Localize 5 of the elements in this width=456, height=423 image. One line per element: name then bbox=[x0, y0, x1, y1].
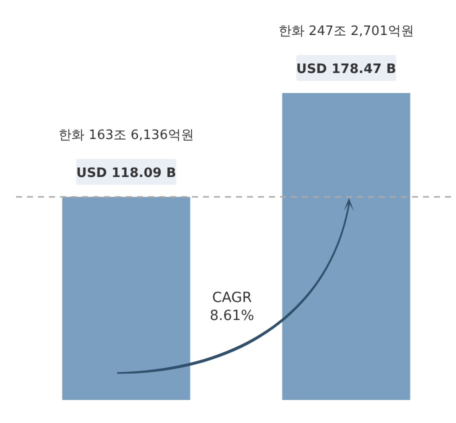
text: 한화 247조 2,701억원 bbox=[278, 24, 414, 40]
annotation: CAGR 8.61% bbox=[210, 290, 254, 324]
data-label: USD 118.09 B bbox=[76, 166, 176, 181]
data-label: USD 178.47 B bbox=[296, 62, 396, 78]
annotation: 한화 163조 6,136억원 bbox=[58, 128, 194, 143]
